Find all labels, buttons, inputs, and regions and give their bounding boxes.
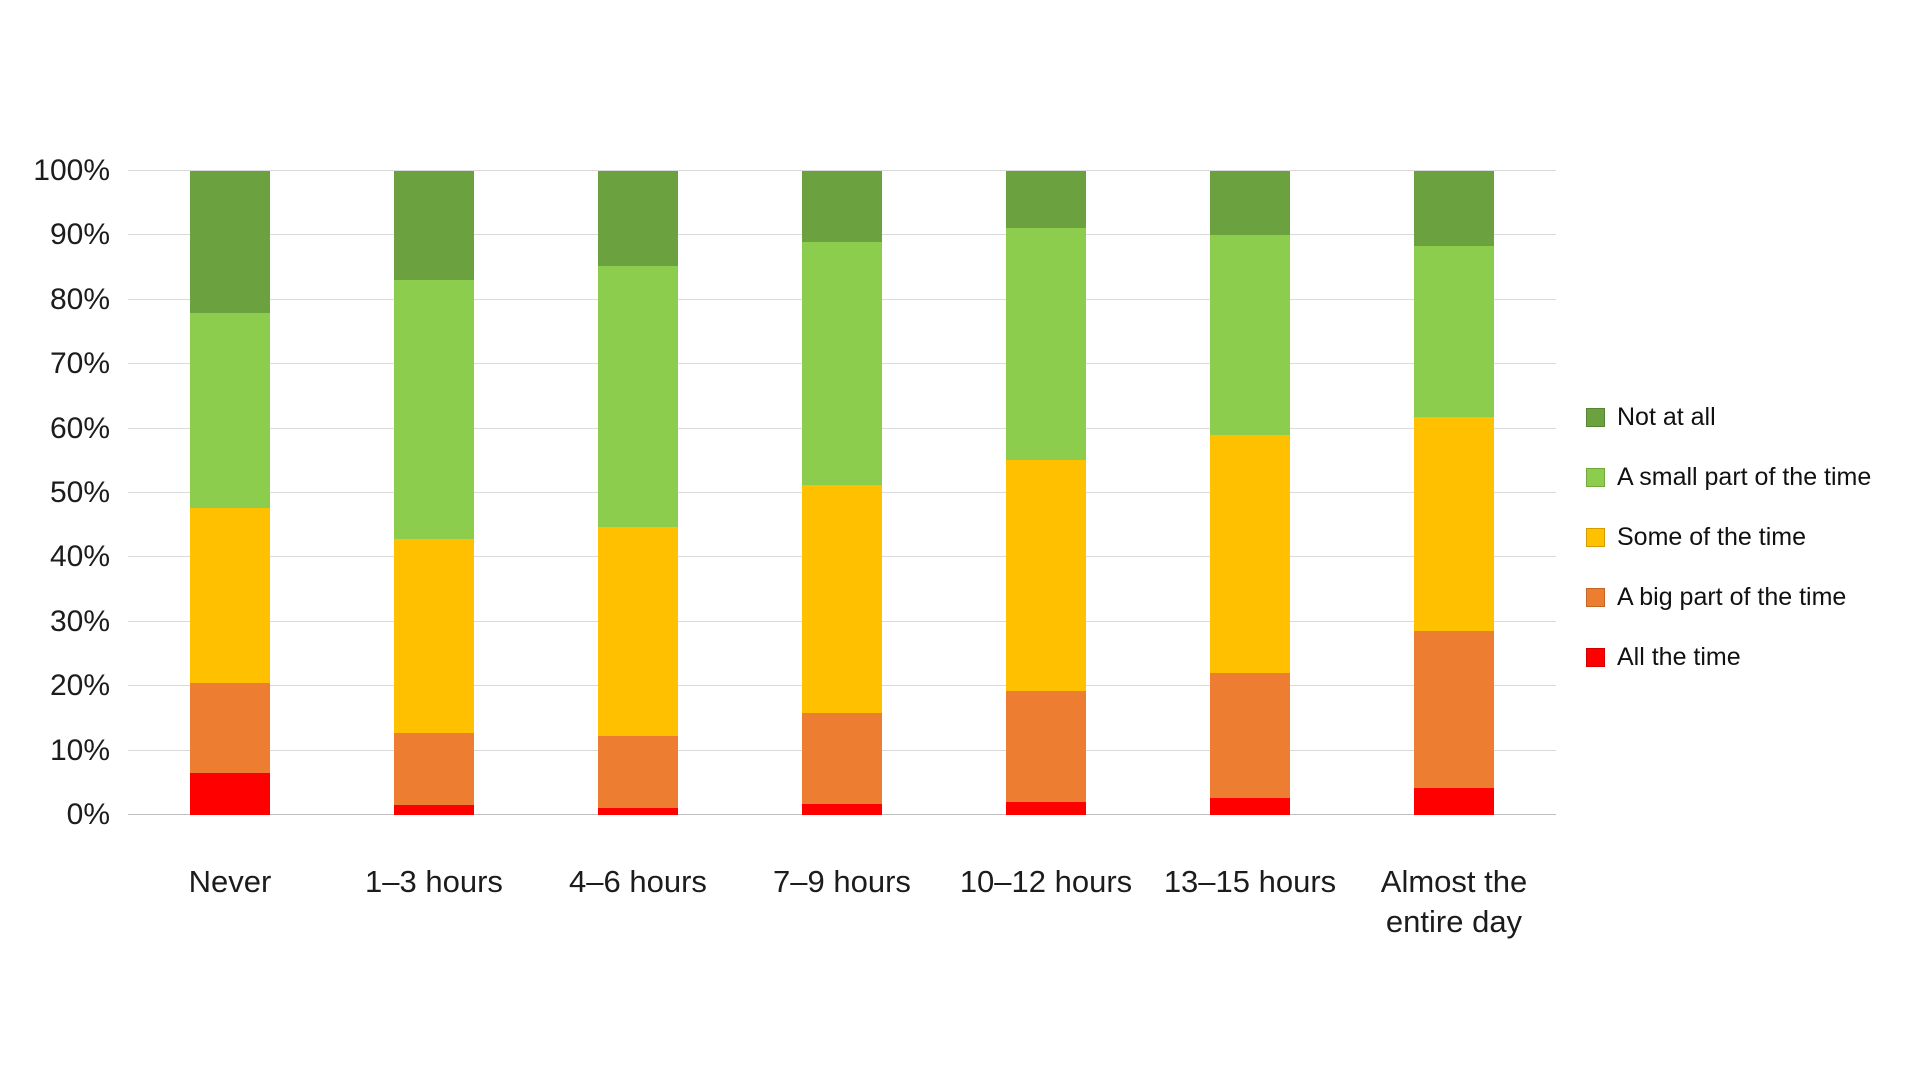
bar-segment-a-big-part-of-the-time — [190, 682, 270, 773]
y-tick-label: 70% — [49, 347, 110, 381]
x-category-label: Almost the entire day — [1380, 864, 1528, 940]
bar-segment-a-small-part-of-the-time — [1006, 227, 1086, 461]
legend-swatch-icon — [1586, 587, 1605, 607]
bar-segment-all-the-time — [1006, 802, 1086, 815]
legend-label: Some of the time — [1617, 522, 1806, 551]
bar-segment-a-small-part-of-the-time — [802, 241, 882, 485]
y-tick-label: 0% — [66, 798, 110, 831]
bar-segment-some-of-the-time — [190, 507, 270, 683]
bar-segment-all-the-time — [1210, 798, 1290, 815]
legend: Not at all A small part of the time Some o… — [1586, 402, 1872, 704]
bar-segment-not-at-all — [598, 171, 678, 266]
legend-swatch-icon — [1586, 467, 1605, 487]
bar-1-3-hours — [394, 171, 474, 815]
y-tick-label: 20% — [49, 669, 110, 703]
bar-never — [190, 171, 270, 815]
bar-almost-the-entire-day — [1414, 171, 1494, 815]
y-tick-label: 90% — [49, 218, 110, 252]
bar-segment-a-big-part-of-the-time — [598, 736, 678, 808]
legend-swatch-icon — [1586, 647, 1605, 667]
gridline — [128, 170, 1556, 171]
legend-item-a-small-part-of-the-time: A small part of the time — [1586, 462, 1872, 491]
x-category-label: 10–12 hours — [959, 864, 1133, 899]
legend-label: A big part of the time — [1617, 582, 1847, 611]
bar-segment-not-at-all — [1210, 171, 1290, 236]
bar-segment-a-big-part-of-the-time — [802, 712, 882, 805]
bar-segment-some-of-the-time — [1006, 460, 1086, 692]
bar-segment-a-small-part-of-the-time — [190, 312, 270, 508]
legend-label: All the time — [1617, 642, 1741, 671]
bar-7-9-hours — [802, 171, 882, 815]
bar-segment-all-the-time — [598, 807, 678, 815]
bar-segment-a-big-part-of-the-time — [394, 732, 474, 806]
bar-segment-a-small-part-of-the-time — [598, 265, 678, 528]
x-axis: Never 1–3 hours 4–6 hours 7–9 hours 10–12 ho… — [128, 862, 1556, 943]
legend-label: A small part of the time — [1617, 462, 1872, 491]
legend-item-a-big-part-of-the-time: A big part of the time — [1586, 582, 1871, 611]
y-axis: 0% 10% 20% 30% 40% 50% 60% 70% 80% 90% 100% — [0, 154, 110, 831]
bar-segment-a-small-part-of-the-time — [1414, 246, 1494, 418]
plot-area — [128, 170, 1556, 815]
bar-segment-all-the-time — [190, 772, 270, 815]
y-tick-label: 30% — [49, 604, 110, 638]
legend-item-some-of-the-time: Some of the time — [1586, 522, 1871, 551]
bar-10-12-hours — [1006, 171, 1086, 815]
x-category-label: 13–15 hours — [1163, 864, 1337, 899]
bar-segment-a-small-part-of-the-time — [394, 279, 474, 540]
legend-item-all-the-time: All the time — [1586, 642, 1871, 671]
bar-segment-not-at-all — [1006, 171, 1086, 228]
bar-13-15-hours — [1210, 171, 1290, 815]
bar-segment-some-of-the-time — [1414, 417, 1494, 632]
x-category-label: 4–6 hours — [569, 864, 707, 899]
bar-segment-a-big-part-of-the-time — [1006, 691, 1086, 803]
bar-segment-a-small-part-of-the-time — [1210, 235, 1290, 436]
bar-segment-not-at-all — [1414, 171, 1494, 247]
y-tick-label: 50% — [49, 476, 110, 509]
bar-segment-some-of-the-time — [1210, 435, 1290, 673]
bar-segment-some-of-the-time — [598, 527, 678, 737]
legend-label: Not at all — [1617, 402, 1716, 431]
y-tick-label: 40% — [49, 540, 110, 574]
y-tick-label: 100% — [33, 154, 110, 187]
y-tick-label: 10% — [49, 733, 110, 767]
bar-segment-all-the-time — [802, 804, 882, 815]
x-category-label: 1–3 hours — [365, 864, 503, 899]
bar-segment-a-big-part-of-the-time — [1210, 672, 1290, 799]
bar-segment-not-at-all — [190, 171, 270, 313]
x-category-label: 7–9 hours — [773, 864, 911, 899]
legend-swatch-icon — [1586, 527, 1605, 547]
bar-segment-a-big-part-of-the-time — [1414, 631, 1494, 788]
legend-item-not-at-all: Not at all — [1586, 402, 1871, 431]
bar-segment-not-at-all — [802, 171, 882, 242]
bar-segment-all-the-time — [394, 805, 474, 815]
bar-4-6-hours — [598, 171, 678, 815]
x-category-label: Never — [188, 864, 272, 899]
y-tick-label: 80% — [49, 282, 110, 316]
legend-swatch-icon — [1586, 407, 1605, 427]
bar-segment-not-at-all — [394, 171, 474, 280]
bar-segment-some-of-the-time — [802, 484, 882, 713]
y-tick-label: 60% — [49, 411, 110, 445]
bar-segment-some-of-the-time — [394, 539, 474, 733]
bar-segment-all-the-time — [1414, 787, 1494, 815]
